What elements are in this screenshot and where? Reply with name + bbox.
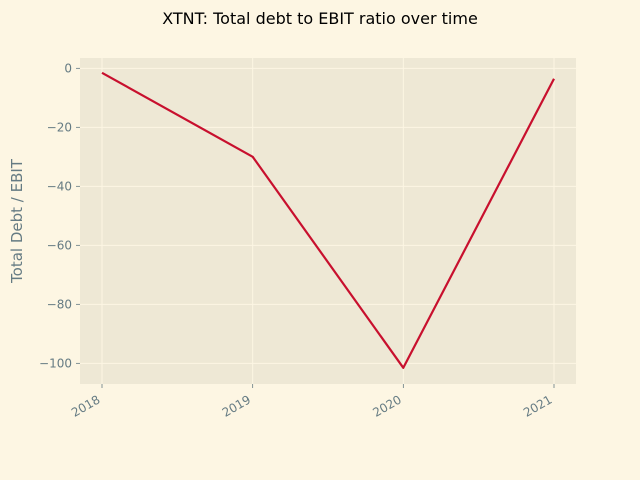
series-layer xyxy=(101,71,555,369)
y-tick-label: −40 xyxy=(47,179,72,193)
y-tick-label: −60 xyxy=(47,238,72,252)
x-tick-label: 2021 xyxy=(521,392,554,419)
y-tick-label: −100 xyxy=(39,356,72,370)
chart-title: XTNT: Total debt to EBIT ratio over time xyxy=(162,9,478,28)
y-tick-label: −20 xyxy=(47,120,72,134)
plot-area xyxy=(80,58,576,384)
grid xyxy=(80,58,576,384)
y-tick-label: 0 xyxy=(64,61,72,75)
x-tick-label: 2020 xyxy=(370,392,403,419)
y-axis-label: Total Debt / EBIT xyxy=(8,158,26,284)
x-tick-label: 2018 xyxy=(69,392,102,419)
x-tick-label: 2019 xyxy=(220,392,253,419)
y-tick-label: −80 xyxy=(47,297,72,311)
series-line xyxy=(101,71,555,369)
